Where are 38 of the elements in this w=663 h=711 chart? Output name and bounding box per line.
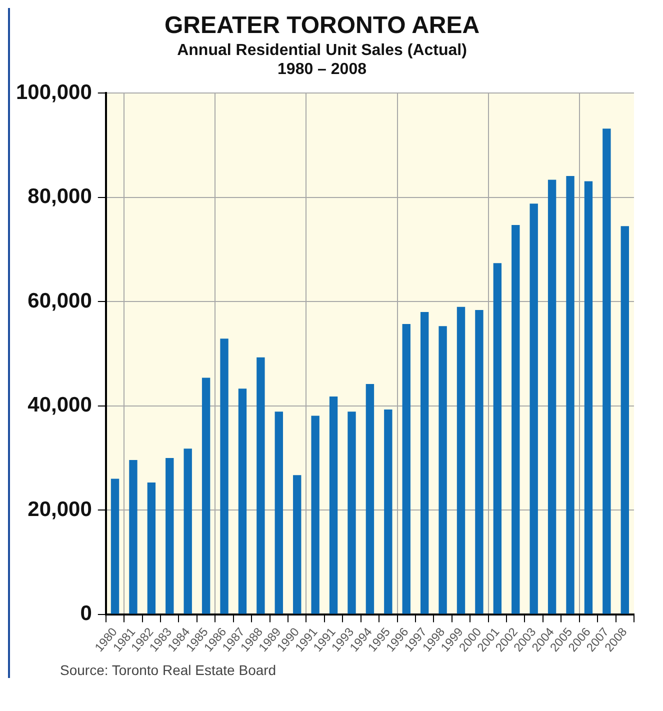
bar	[202, 378, 210, 614]
bar	[620, 226, 629, 614]
bar	[293, 475, 302, 614]
y-tick-label: 0	[80, 602, 92, 626]
bar	[602, 128, 611, 614]
bar	[256, 357, 265, 614]
bar	[311, 416, 320, 614]
bar	[566, 176, 574, 614]
bar	[456, 306, 466, 614]
y-tick-label: 60,000	[28, 289, 92, 312]
bar	[584, 181, 593, 614]
bar	[438, 326, 447, 614]
source-note: Source: Toronto Real Estate Board	[59, 661, 278, 678]
bar	[493, 263, 502, 614]
chart-subtitle: Annual Residential Unit Sales (Actual) 1980 – 2008	[177, 42, 467, 78]
chart-title: GREATER TORONTO AREA	[164, 12, 480, 40]
bar	[274, 412, 283, 614]
y-tick-label: 100,000	[16, 80, 92, 104]
bar	[220, 338, 228, 614]
bar	[184, 448, 192, 614]
bar	[530, 204, 538, 614]
y-tick-label: 80,000	[28, 185, 92, 208]
bar	[366, 384, 374, 614]
bar	[348, 412, 356, 614]
bar	[329, 396, 338, 614]
bar	[420, 312, 429, 614]
bar	[129, 460, 138, 614]
bar	[475, 310, 484, 614]
bar	[548, 180, 556, 614]
y-tick-label: 20,000	[28, 498, 92, 521]
y-tick-label: 40,000	[28, 394, 92, 417]
bar	[147, 482, 156, 614]
bar	[110, 478, 120, 614]
bar	[384, 410, 392, 614]
bar	[402, 324, 410, 614]
bar	[238, 388, 247, 614]
bar	[512, 225, 520, 614]
bar	[166, 458, 174, 614]
